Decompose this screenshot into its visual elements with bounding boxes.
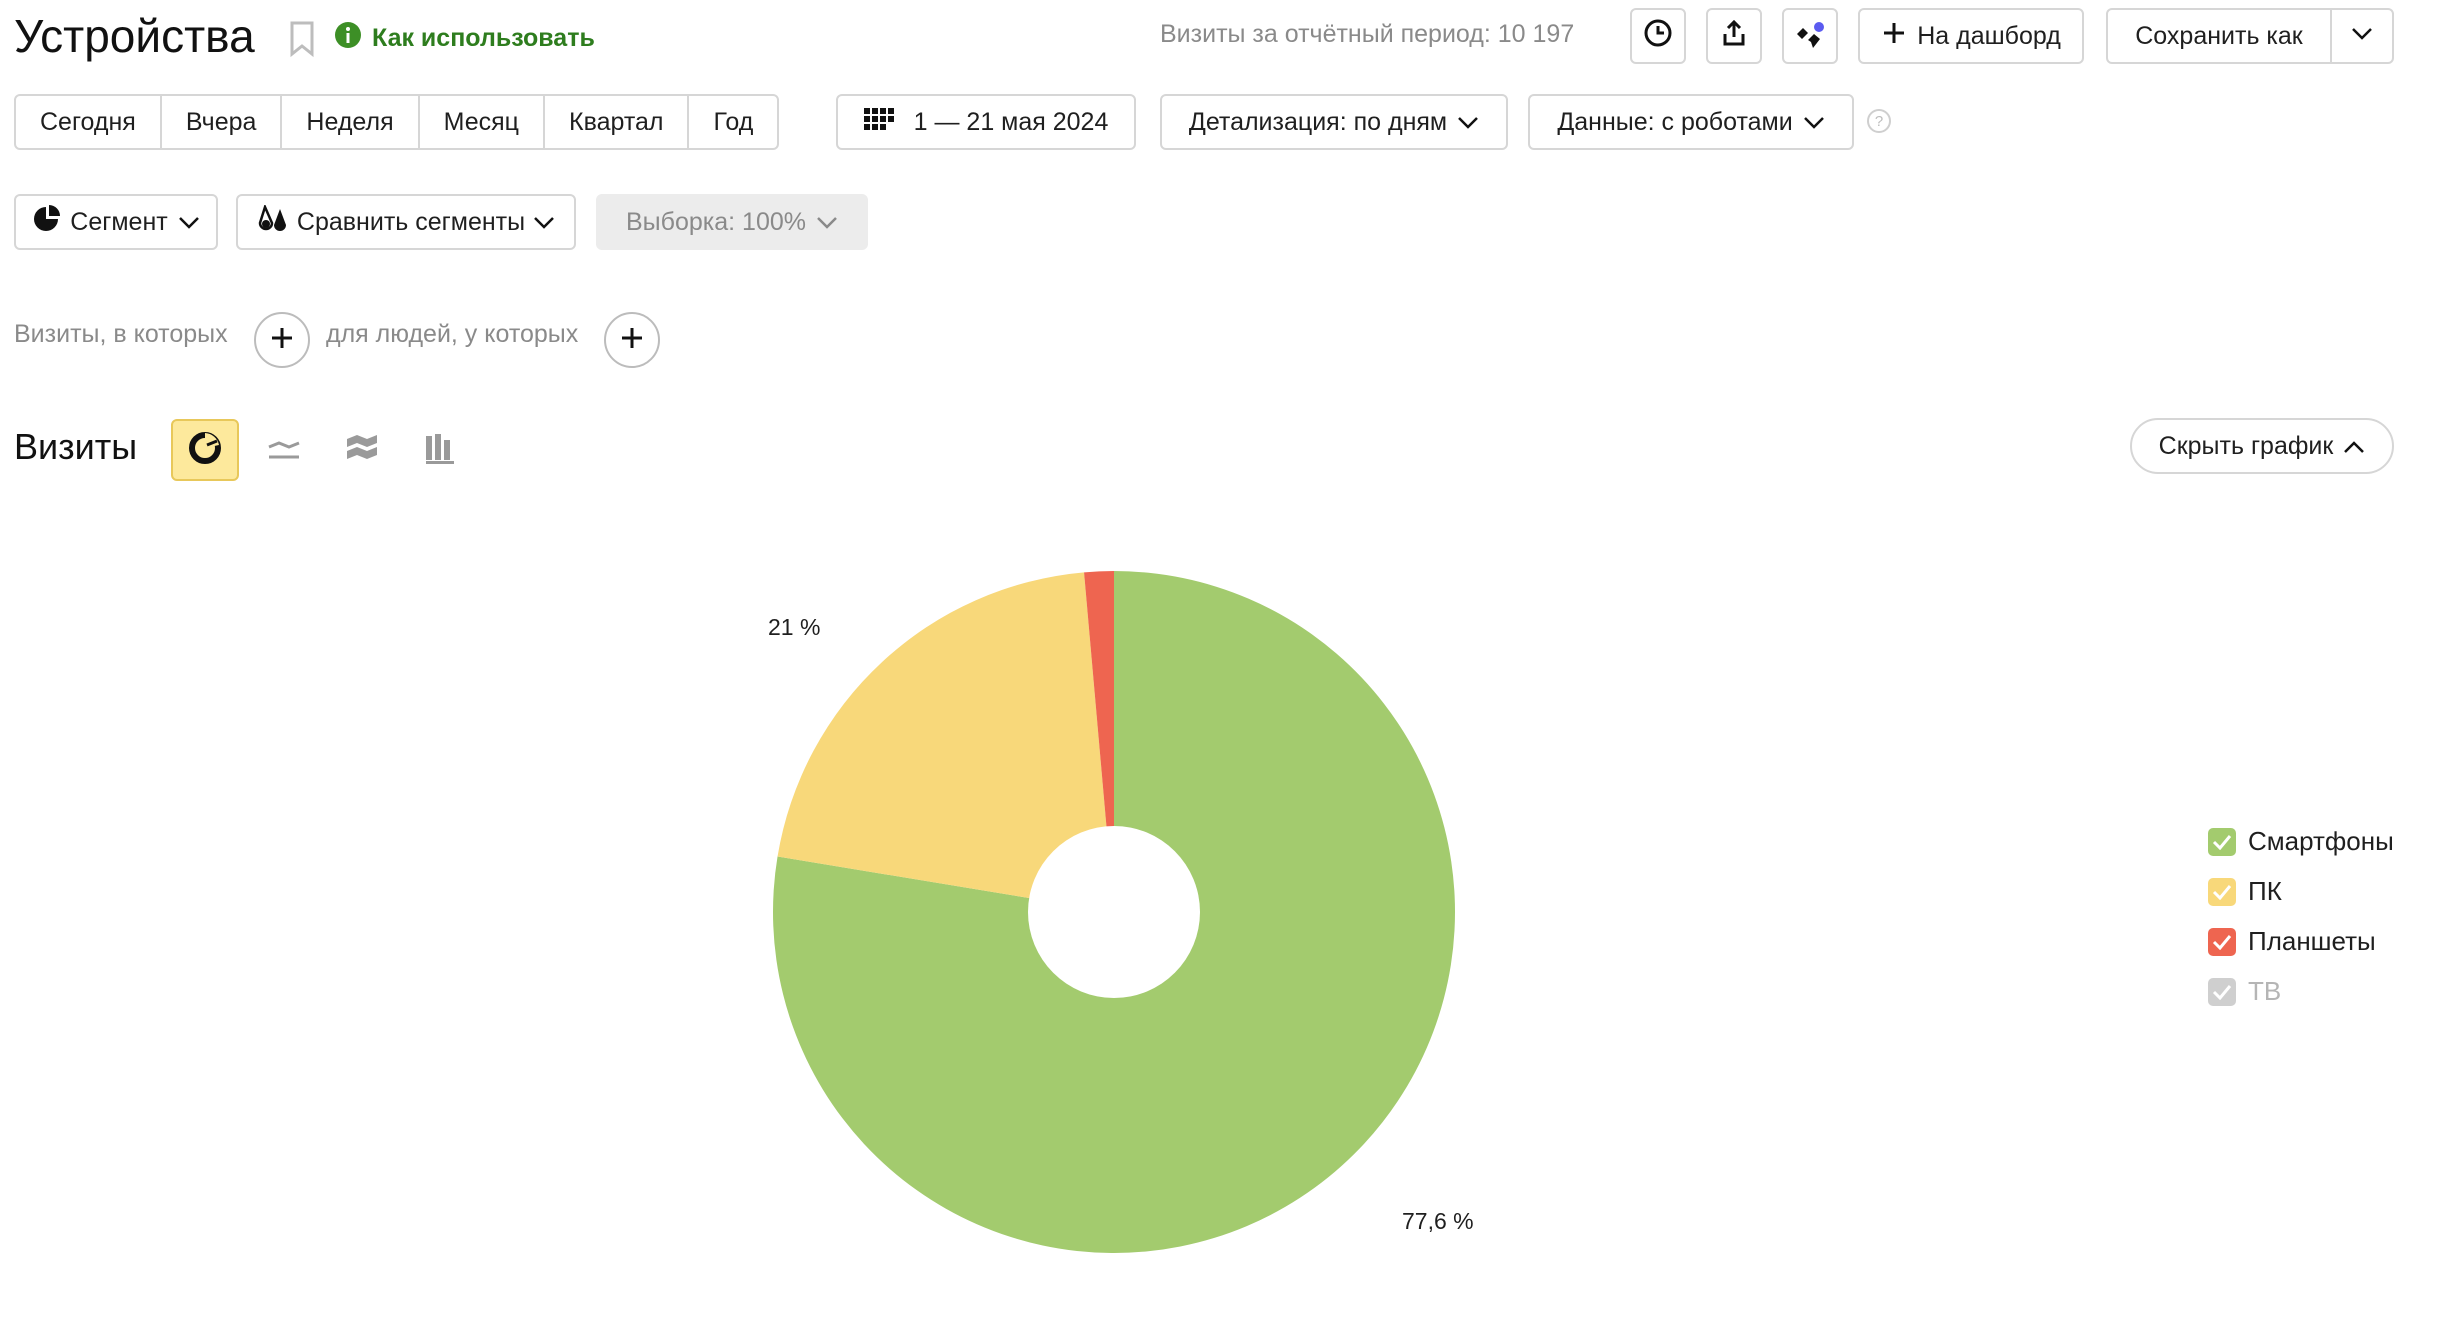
history-button[interactable] [1630,8,1686,64]
chevron-down-icon [1457,108,1479,137]
checkbox-icon [2208,977,2236,1006]
pie-chart-icon [189,431,221,469]
add-to-dashboard-label: На дашборд [1917,21,2061,50]
plus-icon [619,325,645,356]
detail-dropdown[interactable]: Детализация: по дням [1160,94,1508,150]
pie-segment-icon [32,204,61,240]
view-line-button[interactable] [250,419,318,481]
period-today[interactable]: Сегодня [16,96,162,148]
chevron-up-icon [2343,432,2365,461]
calendar-icon [863,107,894,137]
segment-dropdown[interactable]: Сегмент [14,194,218,250]
share-icon [1719,18,1749,55]
clock-icon [1643,18,1673,55]
page-title: Устройства [14,10,255,62]
save-as-dropdown-button[interactable] [2332,10,2392,62]
legend-item-tablets[interactable]: Планшеты [2208,926,2376,957]
compare-segments-label: Сравнить сегменты [296,207,526,236]
bookmark-icon[interactable] [288,20,316,58]
line-chart-icon [267,435,301,466]
people-filter-label: для людей, у которых [326,320,579,348]
share-button[interactable] [1706,8,1762,64]
date-range-label: 1 — 21 мая 2024 [913,107,1109,136]
chevron-down-icon [178,208,200,237]
quote-icon [1794,20,1826,52]
svg-text:?: ? [1875,113,1883,130]
sample-dropdown[interactable]: Выборка: 100% [596,194,868,250]
plus-icon [269,325,295,356]
date-range-button[interactable]: 1 — 21 мая 2024 [836,94,1136,150]
period-presets: Сегодня Вчера Неделя Месяц Квартал Год [14,94,780,150]
period-month[interactable]: Месяц [420,96,545,148]
plus-icon [1881,20,1907,53]
feedback-button[interactable] [1782,8,1838,64]
checkbox-icon [2208,927,2236,956]
period-yesterday[interactable]: Вчера [162,96,283,148]
slice-label-smartphones: 77,6 % [1402,1208,1474,1234]
save-as-label: Сохранить как [2135,21,2303,50]
segment-label: Сегмент [70,207,168,236]
legend-item-pc[interactable]: ПК [2208,876,2282,907]
checkbox-icon [2208,877,2236,906]
chevron-down-icon [533,208,555,237]
view-bar-button[interactable] [406,419,474,481]
visits-total-text: Визиты за отчётный период: 10 197 [1160,20,1575,48]
bar-chart-icon [424,432,456,469]
add-people-filter-button[interactable] [604,312,660,368]
hide-chart-button[interactable]: Скрыть график [2130,418,2394,474]
add-visits-filter-button[interactable] [254,312,310,368]
compare-icon [257,202,289,240]
info-icon [334,21,362,56]
save-as-button[interactable]: Сохранить как [2108,10,2332,62]
visits-filter-label: Визиты, в которых [14,320,228,348]
legend-label: Планшеты [2248,926,2376,956]
view-pie-button[interactable] [171,419,239,481]
detail-label: Детализация: по дням [1188,107,1448,136]
legend-item-smartphones[interactable]: Смартфоны [2208,826,2394,857]
chart-section-title: Визиты [14,426,138,467]
chevron-down-icon [2351,27,2373,46]
slice-label-pc: 21 % [768,614,821,640]
period-year[interactable]: Год [713,107,754,136]
chevron-down-icon [816,208,838,237]
hide-chart-label: Скрыть график [2158,431,2334,460]
view-area-button[interactable] [328,419,396,481]
legend-label: ТВ [2248,976,2282,1006]
legend-label: ПК [2248,876,2282,906]
how-to-use-link[interactable]: Как использовать [334,21,595,56]
sample-label: Выборка: 100% [626,207,806,236]
save-as-group: Сохранить как [2106,8,2394,64]
area-chart-icon [345,433,379,468]
period-week[interactable]: Неделя [282,96,420,148]
chevron-down-icon [1803,108,1825,137]
donut-hole [1028,826,1200,998]
period-quarter[interactable]: Квартал [545,96,690,148]
data-robots-label: Данные: с роботами [1557,107,1793,136]
add-to-dashboard-button[interactable]: На дашборд [1858,8,2084,64]
checkbox-icon [2208,827,2236,856]
legend-label: Смартфоны [2248,826,2394,856]
compare-segments-dropdown[interactable]: Сравнить сегменты [236,194,576,250]
data-robots-dropdown[interactable]: Данные: с роботами [1528,94,1854,150]
how-to-use-label: Как использовать [372,23,595,52]
help-icon[interactable]: ? [1866,108,1892,134]
pie-slice-pc[interactable] [777,572,1114,912]
legend-item-tv[interactable]: ТВ [2208,976,2281,1007]
